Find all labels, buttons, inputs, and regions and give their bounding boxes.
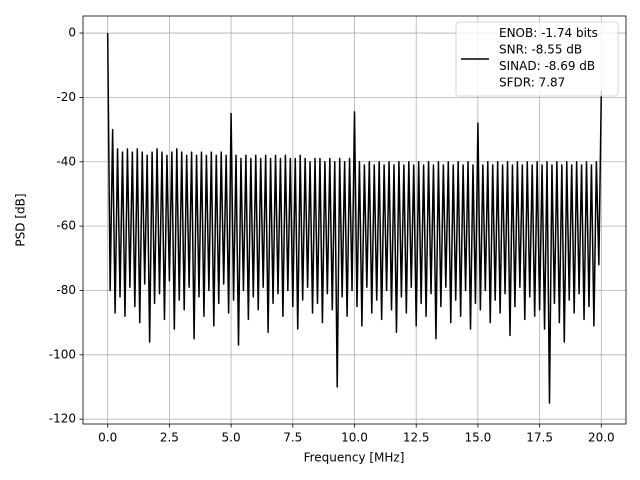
x-tick-label: 7.5 [283,431,302,445]
y-tick-label: -60 [56,219,76,233]
x-tick-label: 20.0 [588,431,615,445]
x-tick-label: 15.0 [465,431,492,445]
x-tick-label: 5.0 [222,431,241,445]
legend-label: ENOB: -1.74 bits SNR: -8.55 dB SINAD: -8.6… [499,26,598,90]
y-tick-label: -120 [49,412,76,426]
x-axis-label: Frequency [MHz] [304,451,405,465]
y-tick-label: 0 [68,26,76,40]
y-tick-label: -100 [49,347,76,361]
x-tick-label: 17.5 [526,431,553,445]
x-tick-label: 12.5 [403,431,430,445]
y-tick-label: -20 [56,90,76,104]
y-tick-label: -80 [56,283,76,297]
x-tick-label: 0.0 [98,431,117,445]
x-tick-label: 2.5 [160,431,179,445]
data-line [106,33,603,404]
y-tick-label: -40 [56,154,76,168]
legend-box [455,21,619,97]
x-tick-label: 10.0 [341,431,368,445]
y-axis-label: PSD [dB] [14,193,28,246]
